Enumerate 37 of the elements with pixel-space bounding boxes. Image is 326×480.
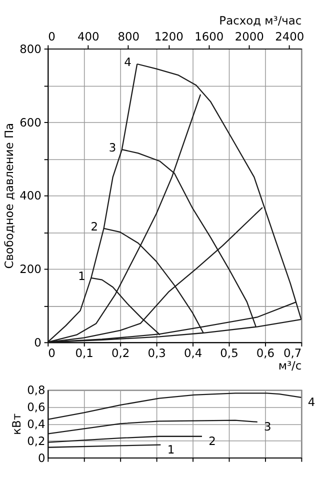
x-tick-label: 0,2 — [111, 346, 130, 360]
y-tick-label: 0 — [38, 450, 46, 465]
annotation: 3 — [264, 420, 272, 434]
annotation: 2 — [208, 434, 216, 448]
x-tick-label: 0 — [48, 346, 56, 360]
x2-tick-label: 2000 — [234, 29, 264, 44]
x2-tick-label: 1600 — [194, 29, 224, 44]
annotation: 1 — [167, 442, 175, 456]
x2-tick-label: 800 — [118, 29, 140, 44]
x2-tick-label: 2400 — [275, 29, 304, 44]
y-axis-title: Свободное давление Па — [2, 122, 16, 269]
x2-tick-label: 1200 — [154, 29, 184, 44]
y-tick-label: 600 — [20, 115, 42, 130]
y-tick-label: 0 — [34, 335, 42, 350]
y-tick-label: 800 — [20, 42, 42, 56]
annotation: 4 — [124, 54, 132, 69]
x-tick-label: 0,4 — [184, 346, 202, 360]
y-tick-label: 0,2 — [27, 434, 46, 448]
x-tick-label: 0,6 — [256, 346, 275, 360]
x-tick-label: 0,5 — [220, 346, 238, 360]
x2-axis-title: Расход м³/час — [219, 13, 302, 28]
annotation: 1 — [78, 268, 86, 283]
y-tick-label: 0,4 — [27, 416, 46, 431]
x2-tick-label: 400 — [77, 29, 100, 44]
x-tick-label: 0,1 — [75, 346, 94, 360]
x-axis-title: м³/с — [278, 358, 302, 372]
annotation: 4 — [308, 395, 316, 410]
y-axis-title: кВт — [9, 413, 24, 435]
x-tick-label: 0,3 — [148, 346, 166, 360]
x-tick-label: 0,7 — [284, 346, 302, 360]
y-tick-label: 0,8 — [27, 383, 46, 398]
y-tick-label: 0,6 — [27, 400, 46, 414]
x2-tick-label: 0 — [48, 29, 56, 44]
y-tick-label: 200 — [20, 262, 42, 276]
annotation: 3 — [108, 140, 116, 154]
y-tick-label: 400 — [20, 188, 42, 203]
annotation: 2 — [90, 219, 98, 234]
